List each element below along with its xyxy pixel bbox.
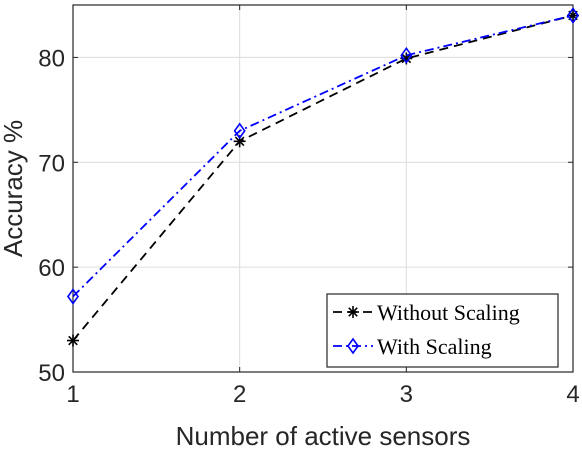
x-tick-label: 2	[233, 381, 246, 408]
data-point	[66, 288, 80, 305]
series-line	[72, 14, 574, 342]
legend-marker	[347, 306, 359, 318]
data-point	[67, 334, 79, 347]
plot-frame	[72, 4, 574, 373]
y-tick-label: 70	[38, 150, 65, 177]
y-tick-label: 50	[38, 360, 65, 387]
x-axis-label: Number of active sensors	[176, 421, 471, 451]
data-point	[400, 46, 413, 64]
legend-label: Without Scaling	[377, 300, 520, 325]
series-1	[66, 7, 580, 305]
legend-item: With Scaling	[333, 334, 492, 359]
y-axis-label: Accuracy %	[0, 120, 28, 257]
legend-label: With Scaling	[377, 334, 492, 359]
data-point	[233, 122, 246, 140]
legend-marker	[346, 337, 360, 355]
legend-box	[326, 293, 559, 368]
legend: Without Scaling With Scaling	[326, 293, 559, 368]
x-tick-label: 3	[400, 381, 413, 408]
x-tick-label: 4	[566, 381, 579, 408]
series-layer	[66, 7, 580, 347]
series-line	[72, 14, 574, 298]
axis-ticks: 1 2 3 4 50 60 70 80	[38, 5, 580, 408]
x-tick-label: 1	[66, 381, 79, 408]
y-tick-label: 60	[38, 255, 65, 282]
y-tick-label: 80	[38, 45, 65, 72]
legend-item: Without Scaling	[333, 300, 520, 325]
data-point	[566, 7, 580, 24]
